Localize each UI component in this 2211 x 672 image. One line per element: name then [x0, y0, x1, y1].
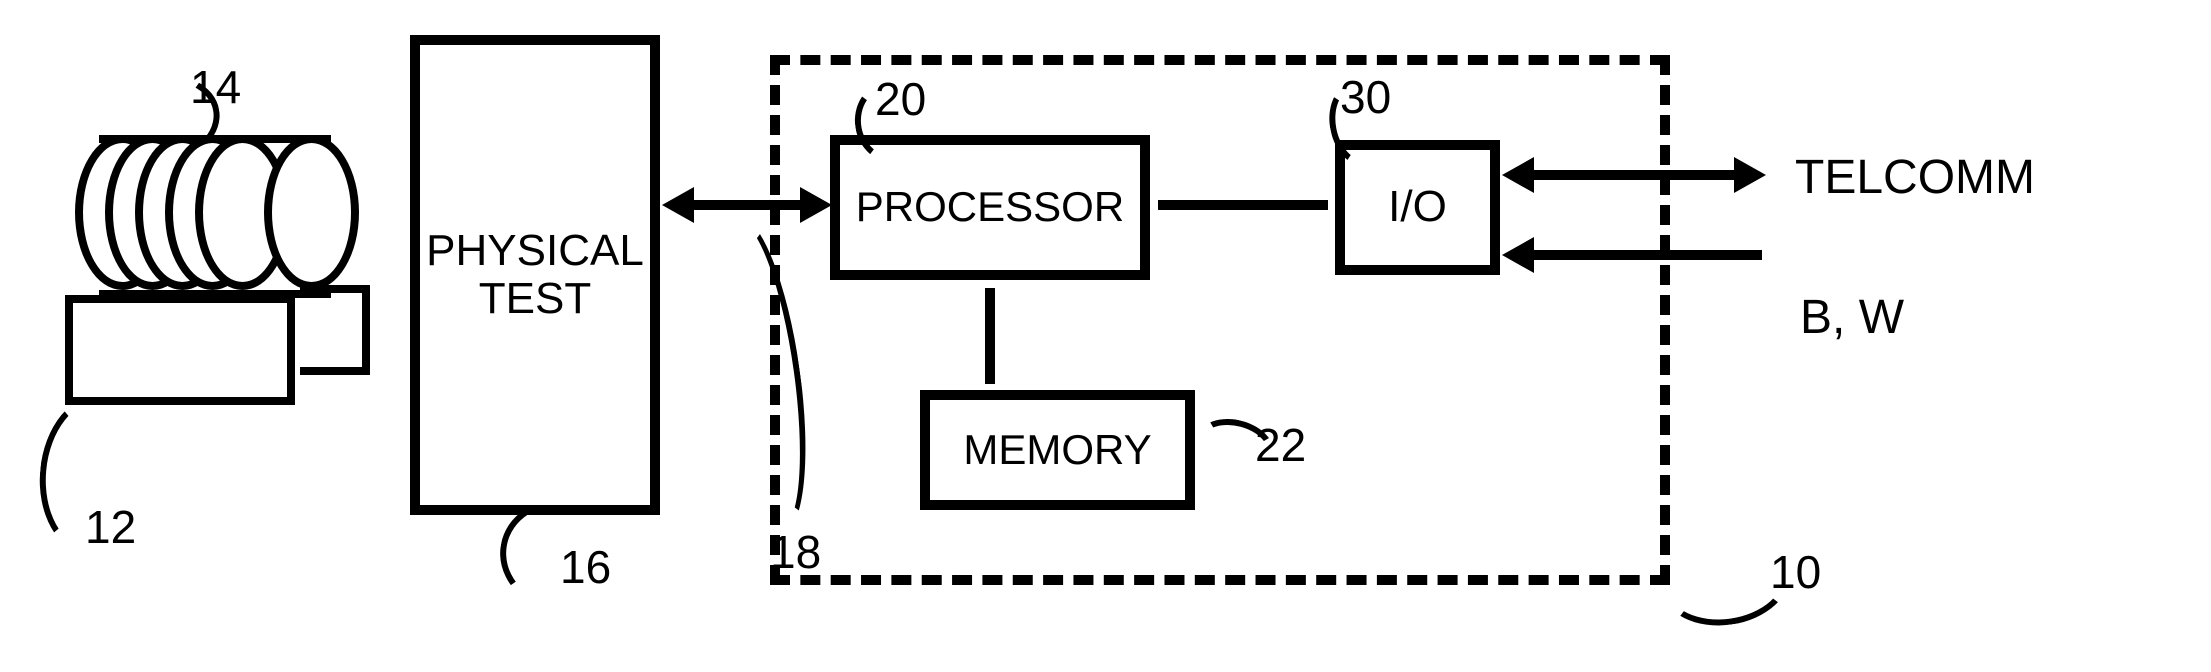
io-label: I/O [1388, 183, 1447, 231]
telcomm-label: TELCOMM [1795, 150, 2035, 205]
machine-base-front [65, 295, 295, 405]
physical-test-block: PHYSICAL TEST [410, 35, 660, 515]
bw-label: B, W [1800, 290, 1904, 345]
arrow-line [1534, 170, 1734, 180]
leader-curve [33, 391, 157, 560]
arrowhead-left-icon [1502, 237, 1534, 273]
arrow-line [694, 200, 800, 210]
arrowhead-left-icon [662, 187, 694, 223]
arrowhead-left-icon [1502, 157, 1534, 193]
diagram-canvas: PHYSICAL TEST PROCESSOR I/O MEMORY TELCO… [0, 0, 2211, 672]
leader-curve [1654, 526, 1795, 633]
log-stack [75, 135, 355, 295]
connector-line [985, 288, 995, 384]
processor-label: PROCESSOR [856, 184, 1124, 230]
physical-test-label: PHYSICAL TEST [426, 227, 644, 324]
arrow-line [1534, 250, 1762, 260]
memory-block: MEMORY [920, 390, 1195, 510]
log-end-cap [264, 135, 359, 290]
machine-assembly [40, 145, 370, 405]
machine-base-back [300, 285, 370, 375]
memory-label: MEMORY [963, 427, 1151, 473]
arrowhead-right-icon [800, 187, 832, 223]
connector-line [1158, 200, 1328, 210]
arrowhead-right-icon [1734, 157, 1766, 193]
